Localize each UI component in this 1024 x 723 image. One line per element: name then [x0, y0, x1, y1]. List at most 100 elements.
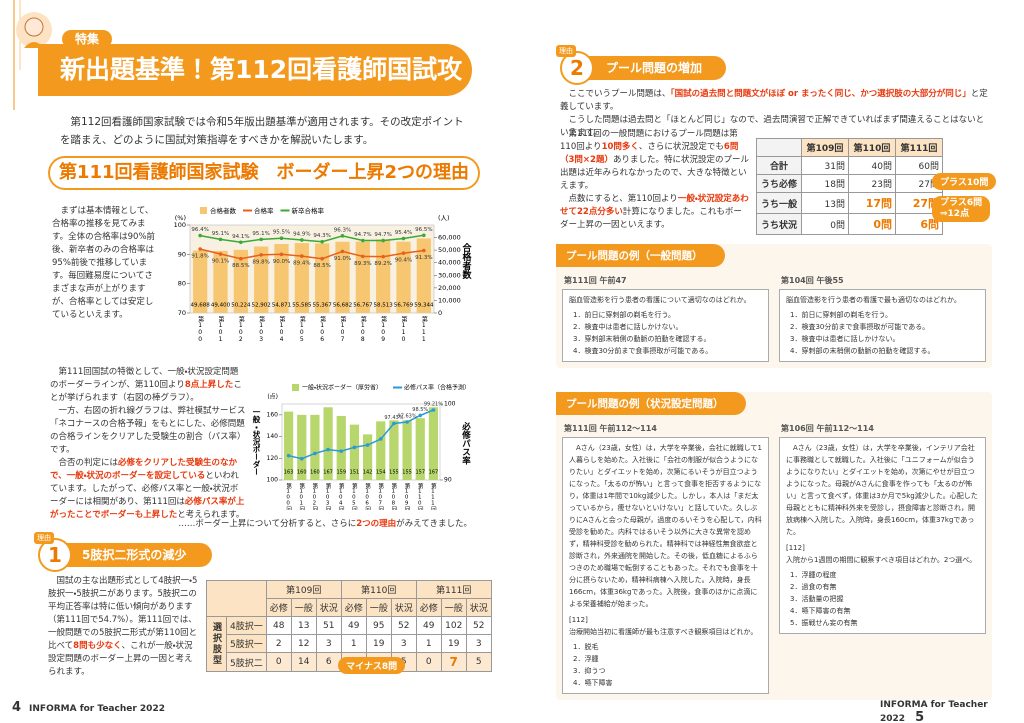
- point: [361, 254, 365, 259]
- bar-label: 56,682: [333, 303, 352, 309]
- highlight: 必修パス率が上がったことでボーダーも上昇した: [50, 497, 245, 520]
- bar-label: 142: [363, 470, 373, 476]
- cell: 52: [465, 616, 492, 635]
- cell: 102: [440, 616, 467, 635]
- text: ……ボーダー上昇について分析すると、さらに: [178, 519, 357, 529]
- reason2-text: ここでいうプール問題は、「国試の過去問と問題文がほぼ or まったく同じ、かつ選…: [560, 88, 990, 140]
- point-label: 90.4%: [395, 258, 412, 264]
- bar-label: 160: [297, 470, 307, 476]
- question-box: 脳血管造影を行う患者の看護で最も適切なのはどれか。 1．前日に穿刺部の剃毛を行う。…: [779, 289, 986, 362]
- bar-label: 155: [389, 470, 399, 476]
- cell: 48: [265, 616, 292, 635]
- option: 2．検査中は患者に話しかけない。: [573, 323, 683, 331]
- callout-line: プラス6問: [940, 198, 983, 208]
- conclusion: ……ボーダー上昇について分析すると、さらに2つの理由がみえてきました。: [150, 518, 472, 531]
- basic-text: まずは基本情報として、合格率の推移を見てみます。全体の合格率は90%前後、新卒者…: [52, 205, 156, 322]
- reason1-callout: マイナス8問: [338, 657, 406, 674]
- text: 第112回看護師国家試験では令和5年版出題基準が適用されます。その改定ポイントを…: [60, 116, 464, 146]
- bar-label: 163: [284, 470, 294, 476]
- cell: 3: [390, 634, 417, 653]
- question: 治療開始当初に看護師が最も注意すべき観察項目はどれか。: [569, 628, 758, 636]
- highlight: 6問（3問×2題）: [560, 142, 739, 165]
- point: [405, 420, 409, 424]
- row-header: うち状況: [756, 213, 802, 235]
- bar-label: 50,224: [231, 303, 251, 309]
- bar-label: 55,585: [292, 303, 312, 309]
- legend-label: 一般・状況ボーダー（厚労省）: [302, 384, 382, 392]
- cell: 51: [315, 616, 342, 635]
- option: 2．過食の有無: [790, 583, 837, 591]
- cell: 12: [290, 634, 317, 653]
- point: [392, 421, 396, 426]
- option: 3．活動量の把握: [790, 595, 844, 603]
- cell: 0: [415, 652, 442, 672]
- row-group-header: 選択肢型: [206, 616, 227, 672]
- point: [218, 252, 223, 256]
- example-title: プール問題の例（状況設定問題）: [556, 392, 746, 415]
- bar: [323, 407, 333, 480]
- subcolumn-header: 状況: [390, 598, 417, 617]
- cell: 23問: [848, 174, 896, 193]
- page-number: 4: [12, 700, 22, 715]
- cell: 52: [390, 616, 417, 635]
- reason2-table-wrap: 第109回 第110回 第111回 合計 31問 40問 60問 うち必修 18問 23問 27問う…: [756, 138, 943, 235]
- point: [431, 408, 436, 412]
- text: 点数にすると、第110回より: [568, 194, 678, 204]
- bar-label: 155: [402, 470, 412, 476]
- tick-label: 90: [444, 477, 452, 484]
- x-tick-label: 第104回: [278, 315, 285, 343]
- point: [418, 413, 423, 418]
- bar-label: 154: [376, 470, 386, 476]
- cell: 1: [415, 634, 442, 653]
- table-row: うち一般 13問 17問 27問: [756, 192, 943, 214]
- point: [279, 236, 284, 240]
- cell: 31問: [801, 156, 849, 175]
- tick-label: 30,000: [438, 271, 461, 279]
- paragraph: 一方、右図の折れ線グラフは、弊社模試サービス「ネコナースの合格予報」をもとにした…: [50, 405, 246, 457]
- text: と考えられます。: [177, 510, 245, 520]
- highlight: 8問も少なく: [73, 641, 122, 651]
- row-header: うち一般: [756, 192, 802, 214]
- x-tick-label: 第103回: [258, 315, 265, 343]
- legend-marker: [200, 207, 207, 214]
- paragraph: 第112回看護師国家試験では令和5年版出題基準が適用されます。その改定ポイントを…: [60, 113, 472, 149]
- question-box: Aさん（23歳，女性）は，大学を卒業後，会社に就職して1人暮らしを始めた。入社後…: [562, 437, 769, 694]
- x-tick-label: 第111回: [420, 315, 427, 343]
- column-header: 第109回: [265, 580, 342, 599]
- highlight: 一般・状況設定あわせて22点分多い: [560, 194, 749, 217]
- highlight: 10問多く: [601, 142, 639, 152]
- point-label: 89.2%: [374, 261, 391, 267]
- point-label: 96.3%: [334, 227, 351, 233]
- text: 一方、右図の折れ線グラフは、弊社模試サービス「ネコナースの合格予報」をもとにした…: [50, 406, 246, 455]
- point-label: 94.1%: [232, 234, 249, 240]
- corner: [206, 580, 267, 617]
- point-label: 88.5%: [313, 263, 330, 269]
- tick-label: 70: [178, 309, 186, 317]
- table-row: 選択肢型 4肢択一 48 13 51 49 95 52 49 102 52: [206, 616, 492, 672]
- x-tick-label: 第102回: [237, 315, 244, 343]
- header-row: 第109回 第110回 第111回: [206, 580, 492, 617]
- tick-label: 100: [174, 221, 186, 229]
- example-situation: プール問題の例（状況設定問題） 第111回 午前112～114 Aさん（23歳，女性…: [556, 392, 992, 700]
- bar: [213, 250, 228, 313]
- row-header: 5肢択一: [226, 634, 267, 653]
- point: [365, 443, 370, 447]
- x-tick-label: 第101回: [217, 315, 224, 343]
- option: 4．検査30分前まで食事摂取が可能である。: [573, 347, 713, 355]
- reason1-badge: 理由: [34, 532, 54, 544]
- bar-label: 58,513: [374, 303, 394, 309]
- example-source: 第111回 午前47: [564, 276, 627, 285]
- x-tick-label: 第111回: [430, 482, 437, 510]
- point: [381, 254, 385, 259]
- x-tick-label: 第109回: [380, 315, 387, 343]
- reason1-title-text: 5肢択二形式の減少: [82, 548, 187, 562]
- intro: 第112回看護師国家試験では令和5年版出題基準が適用されます。その改定ポイントを…: [60, 113, 472, 149]
- axis-unit: (点): [267, 393, 278, 401]
- tick-label: 0: [438, 309, 442, 317]
- cell: 1: [340, 634, 367, 653]
- point: [320, 239, 324, 244]
- bar-label: 56,769: [394, 303, 414, 309]
- option: 3．穿刺部末梢側の動脈の拍動を確認する。: [573, 335, 711, 343]
- option: 1．前日に穿刺部の剃毛を行う。: [790, 311, 893, 319]
- point: [401, 251, 406, 255]
